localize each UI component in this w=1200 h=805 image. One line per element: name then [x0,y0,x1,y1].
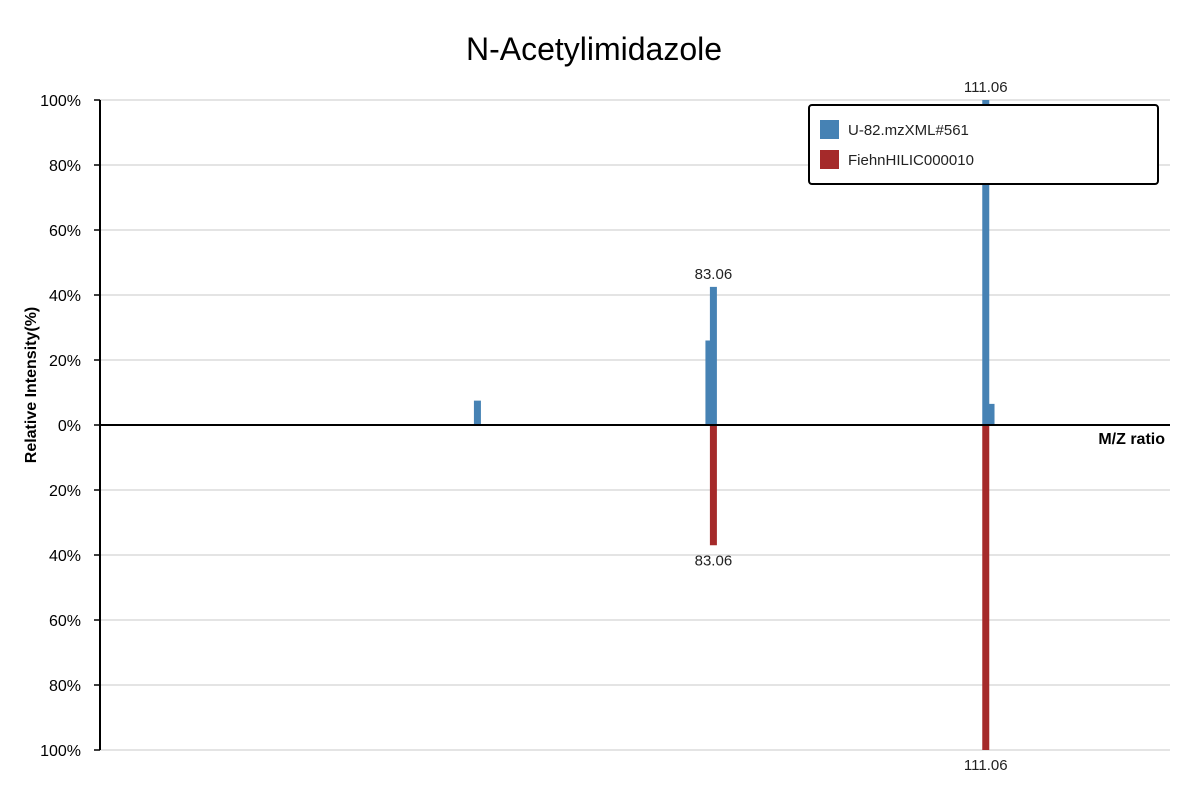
x-axis-label: M/Z ratio [1098,431,1165,448]
peak-label: 111.06 [964,79,1008,96]
y-tick-label: 60% [49,223,81,240]
y-tick-label: 20% [49,483,81,500]
y-tick-labels: 100% 80% 60% 40% 20% 0% 20% 40% 60% 80% 100% [40,93,81,760]
y-axis-label: Relative Intensity(%) [23,307,40,463]
peak-bar-query [987,403,995,425]
legend-swatch-series-1 [820,120,839,139]
legend-swatch-series-2 [820,150,839,169]
legend: U-82.mzXML#561 FiehnHILIC000010 [808,104,1159,185]
grid-layer [100,99,1170,751]
y-tick-label: 0% [58,418,81,435]
y-tick-label: 100% [40,93,81,110]
peak-bar-reference [982,425,990,750]
y-tick-label: 60% [49,613,81,630]
y-tick-label: 100% [40,743,81,760]
legend-box [808,104,1159,185]
peak-label: 111.06 [964,757,1008,774]
peak-label: 83.06 [695,552,733,569]
peak-bar-query [982,100,990,425]
peak-bar-query [473,400,481,425]
chart-title: N-Acetylimidazole [466,31,722,67]
y-tick-label: 80% [49,158,81,175]
peak-bar-query [709,286,717,425]
peak-bar-reference [709,425,717,546]
peak-label: 83.06 [695,266,733,283]
legend-label-series-1: U-82.mzXML#561 [848,122,969,139]
legend-label-series-2: FiehnHILIC000010 [848,152,974,169]
axis-layer [94,99,1170,751]
bar-layer [473,100,995,750]
y-tick-label: 80% [49,678,81,695]
y-tick-label: 40% [49,548,81,565]
peak-labels: 83.06 111.06 83.06 111.06 [695,79,1008,774]
y-tick-label: 20% [49,353,81,370]
peak-bar-query [705,340,713,425]
y-tick-label: 40% [49,288,81,305]
